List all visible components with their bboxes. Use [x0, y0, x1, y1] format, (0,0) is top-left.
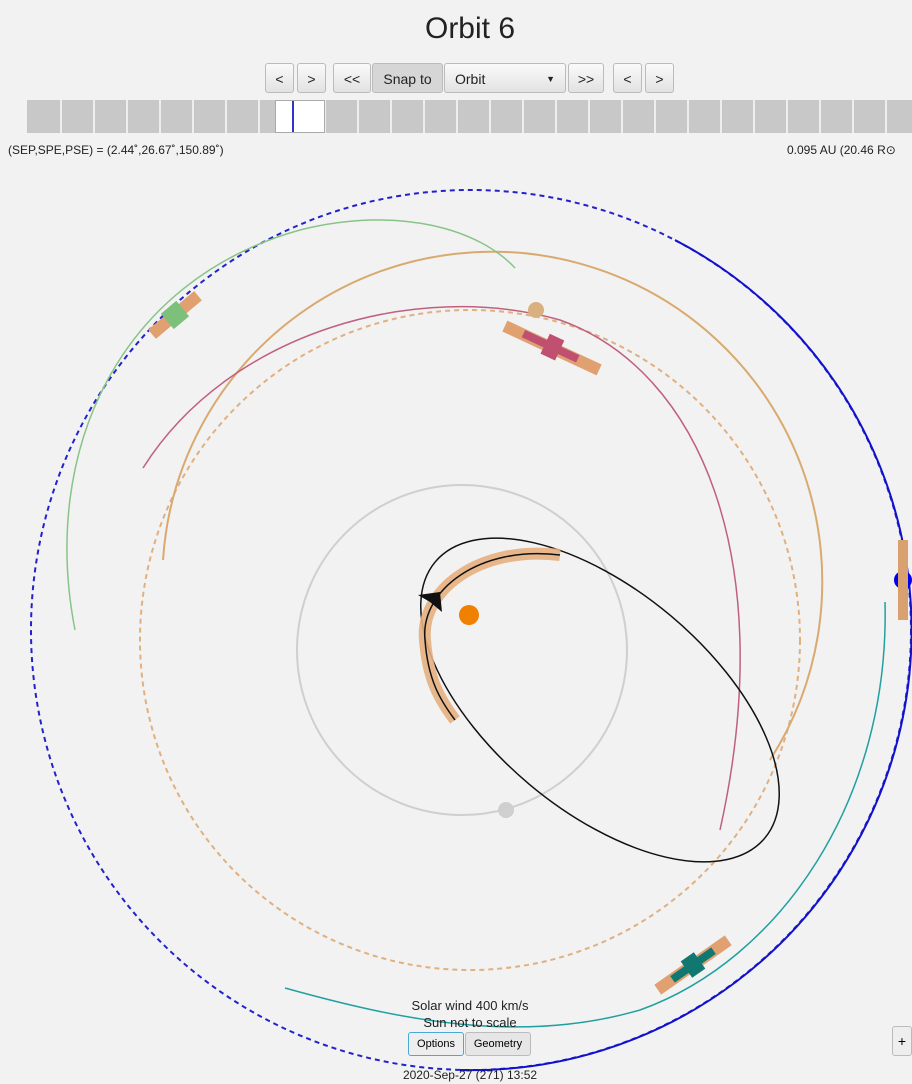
- timeline-handle[interactable]: [275, 100, 325, 133]
- timeline-divider: [687, 100, 689, 133]
- orbit-select[interactable]: Orbit ▼: [444, 63, 566, 93]
- timeline-divider: [522, 100, 524, 133]
- blue-marker: [898, 540, 908, 620]
- timeline-divider: [456, 100, 458, 133]
- earth: [498, 802, 514, 818]
- green-arc: [66, 219, 516, 631]
- green-spacecraft: [148, 291, 202, 339]
- pink-spacecraft: [502, 320, 602, 376]
- probe-orbit: [420, 537, 780, 863]
- zoom-button[interactable]: +: [892, 1026, 912, 1056]
- first-button[interactable]: <<: [333, 63, 371, 93]
- next-button-2[interactable]: >: [645, 63, 674, 93]
- earth-orbit: [296, 484, 628, 816]
- outer-orbit-solid: [459, 239, 912, 1072]
- timeline-divider: [621, 100, 623, 133]
- last-button[interactable]: >>: [568, 63, 604, 93]
- timeline-divider: [423, 100, 425, 133]
- timeline-divider: [159, 100, 161, 133]
- timeline-divider: [852, 100, 854, 133]
- tan-orbit: [162, 250, 824, 761]
- probe-icon: [418, 592, 442, 612]
- probe-track: [424, 552, 561, 721]
- timeline-divider: [588, 100, 590, 133]
- distance-readout: 0.095 AU (20.46 R⊙: [787, 143, 896, 157]
- probe-highlight: [418, 547, 561, 724]
- timeline-divider: [489, 100, 491, 133]
- options-tab[interactable]: Options: [408, 1032, 464, 1056]
- timeline-divider: [654, 100, 656, 133]
- tan-planet: [528, 302, 544, 318]
- timeline-divider: [192, 100, 194, 133]
- timeline-divider: [60, 100, 62, 133]
- timeline-divider: [786, 100, 788, 133]
- timeline-divider: [390, 100, 392, 133]
- teal-arc: [284, 601, 886, 1028]
- timeline-divider: [753, 100, 755, 133]
- sun: [459, 605, 479, 625]
- geometry-tab[interactable]: Geometry: [465, 1032, 531, 1056]
- timeline-divider: [885, 100, 887, 133]
- snap-button[interactable]: Snap to: [372, 63, 443, 93]
- timeline-divider: [258, 100, 260, 133]
- timeline-divider: [357, 100, 359, 133]
- timeline-divider: [819, 100, 821, 133]
- tan-orbit-dashed: [139, 309, 801, 971]
- timeline-divider: [720, 100, 722, 133]
- timeline-divider: [555, 100, 557, 133]
- angles-readout: (SEP,SPE,PSE) = (2.44˚,26.67˚,150.89˚): [8, 143, 224, 157]
- select-value: Orbit: [455, 71, 486, 87]
- title: Orbit 6: [424, 12, 516, 45]
- scale-note: Sun not to scale: [423, 1015, 517, 1030]
- timeline-divider: [126, 100, 128, 133]
- teal-spacecraft: [654, 935, 732, 995]
- prev-button-2[interactable]: <: [613, 63, 642, 93]
- next-button[interactable]: >: [297, 63, 326, 93]
- timeline-divider: [324, 100, 326, 133]
- pink-arc: [142, 305, 741, 831]
- date: 2020-Sep-27 (271) 13:52: [402, 1068, 538, 1082]
- timeline-divider: [93, 100, 95, 133]
- timeline-divider: [225, 100, 227, 133]
- solar-wind: Solar wind 400 km/s: [411, 998, 529, 1013]
- timeline[interactable]: [27, 100, 912, 133]
- prev-button[interactable]: <: [265, 63, 294, 93]
